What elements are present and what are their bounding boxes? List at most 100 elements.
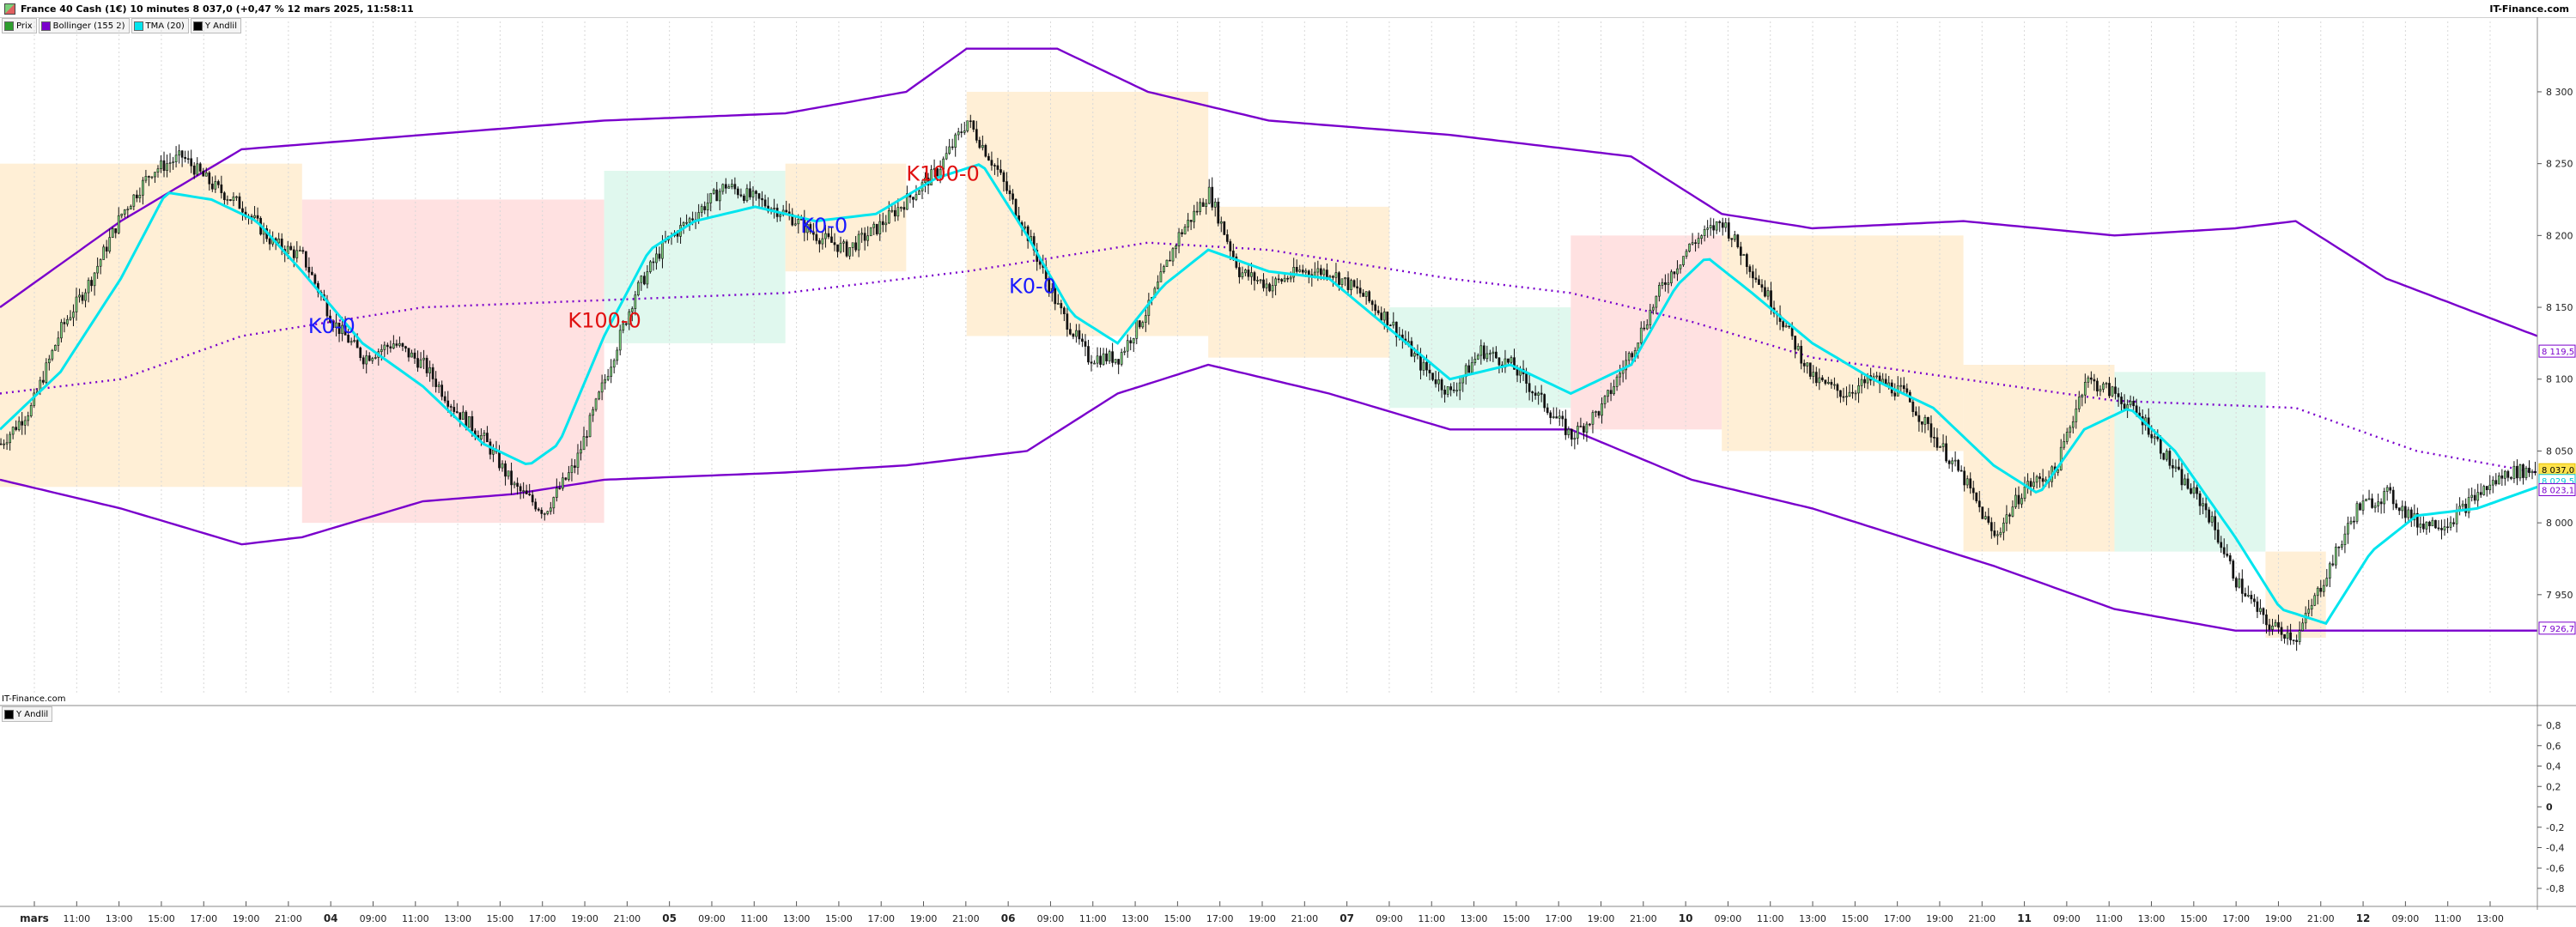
brand-label[interactable]: IT-Finance.com [2489,3,2569,15]
candle-body [990,160,993,166]
candle-body [1189,220,1193,222]
subpane-brand: IT-Finance.com [2,694,66,704]
candle-body [1229,241,1232,251]
candle-body [2349,520,2353,524]
legend-swatch [4,21,14,31]
x-tick-label: 11 [2017,912,2032,924]
candle-body [2500,475,2504,479]
value-tag-label: 8 029,5 [2542,477,2574,487]
candle-body [2391,489,2395,505]
candle-body [90,280,93,287]
legend-item-andlil-sub[interactable]: Y Andlil [2,706,53,722]
candle-body [1911,402,1915,412]
candle-body [2377,501,2379,506]
chart-legend: Prix Bollinger (155 2) TMA (20) Y Andlil [2,18,243,33]
candle-body [1114,359,1117,363]
candle-body [718,191,721,202]
candle-body [1941,443,1945,447]
candle-body [833,242,836,245]
candle-body [172,161,174,164]
candle-body [2081,394,2084,397]
x-tick-label: 13:00 [783,913,811,924]
candle-body [2274,621,2277,627]
candle-body [1177,232,1181,246]
candle-body [1718,221,1722,223]
candle-body [1760,284,1764,288]
candle-body [2422,524,2425,530]
candle-body [1262,279,1265,288]
candle-body [727,186,731,189]
candle-body [2228,555,2232,561]
candle-body [99,259,102,267]
candle-body [1664,282,1667,285]
candle-body [896,207,900,217]
candle-body [1163,266,1165,273]
x-tick-label: 21:00 [1291,913,1318,924]
x-tick-label: 05 [662,912,677,924]
candle-body [570,465,574,473]
candle-body [1123,350,1127,353]
title-bar: France 40 Cash (1€) 10 minutes 8 037,0 (… [0,0,2576,18]
candle-body [1268,283,1271,292]
candle-body [1727,222,1730,239]
candle-body [1546,407,1549,414]
legend-item-price[interactable]: Prix [2,18,37,33]
x-tick-label: 15:00 [148,913,175,924]
candle-body [1528,383,1531,392]
candle-body [449,406,453,408]
candle-body [2135,405,2138,414]
candle-body [1301,270,1304,273]
candle-body [2253,598,2256,603]
candle-body [2385,487,2389,492]
candle-body [724,184,727,189]
candle-body [2208,509,2210,523]
candle-body [2071,421,2075,428]
candle-body [126,209,130,211]
candle-body [848,247,851,257]
candle-body [2365,499,2367,502]
candle-body [1120,352,1123,365]
sub-tick-label: 0,8 [2546,720,2561,731]
candle-body [504,463,507,477]
legend-item-andlil[interactable]: Y Andlil [190,18,241,33]
x-tick-label: 13:00 [1121,913,1149,924]
candle-body [2467,497,2470,513]
candle-body [1806,362,1809,367]
candle-body [1265,283,1268,288]
candle-body [1078,330,1081,340]
candle-body [1072,333,1075,337]
candle-body [1579,426,1583,427]
legend-item-tma[interactable]: TMA (20) [131,18,189,33]
candle-body [2059,446,2063,470]
subpane-legend: Y Andlil [2,706,54,722]
candle-body [1764,287,1766,297]
candle-body [335,322,337,328]
candle-body [1129,340,1133,343]
candle-body [443,396,447,402]
candle-body [1561,415,1564,420]
candle-body [1902,385,1905,390]
candle-body [2057,470,2060,473]
candle-body [2093,379,2096,382]
candle-body [174,154,178,163]
candle-body [1893,392,1897,397]
x-tick-label: 09:00 [1715,913,1742,924]
candle-body [1144,315,1147,323]
candle-body [51,349,54,360]
candle-body [875,223,878,234]
x-tick-label: 21:00 [1968,913,1996,924]
candle-body [1645,324,1649,330]
candle-body [700,206,703,213]
candle-body [1993,530,1996,536]
legend-item-bollinger[interactable]: Bollinger (155 2) [38,18,130,33]
candle-body [1700,235,1703,239]
candle-body [365,355,368,365]
candle-body [1096,355,1099,364]
value-tag [2538,621,2576,635]
candle-body [534,501,538,510]
candle-body [2029,481,2032,488]
candle-body [691,218,695,221]
candle-body [1601,403,1603,416]
candle-body [2295,639,2298,642]
